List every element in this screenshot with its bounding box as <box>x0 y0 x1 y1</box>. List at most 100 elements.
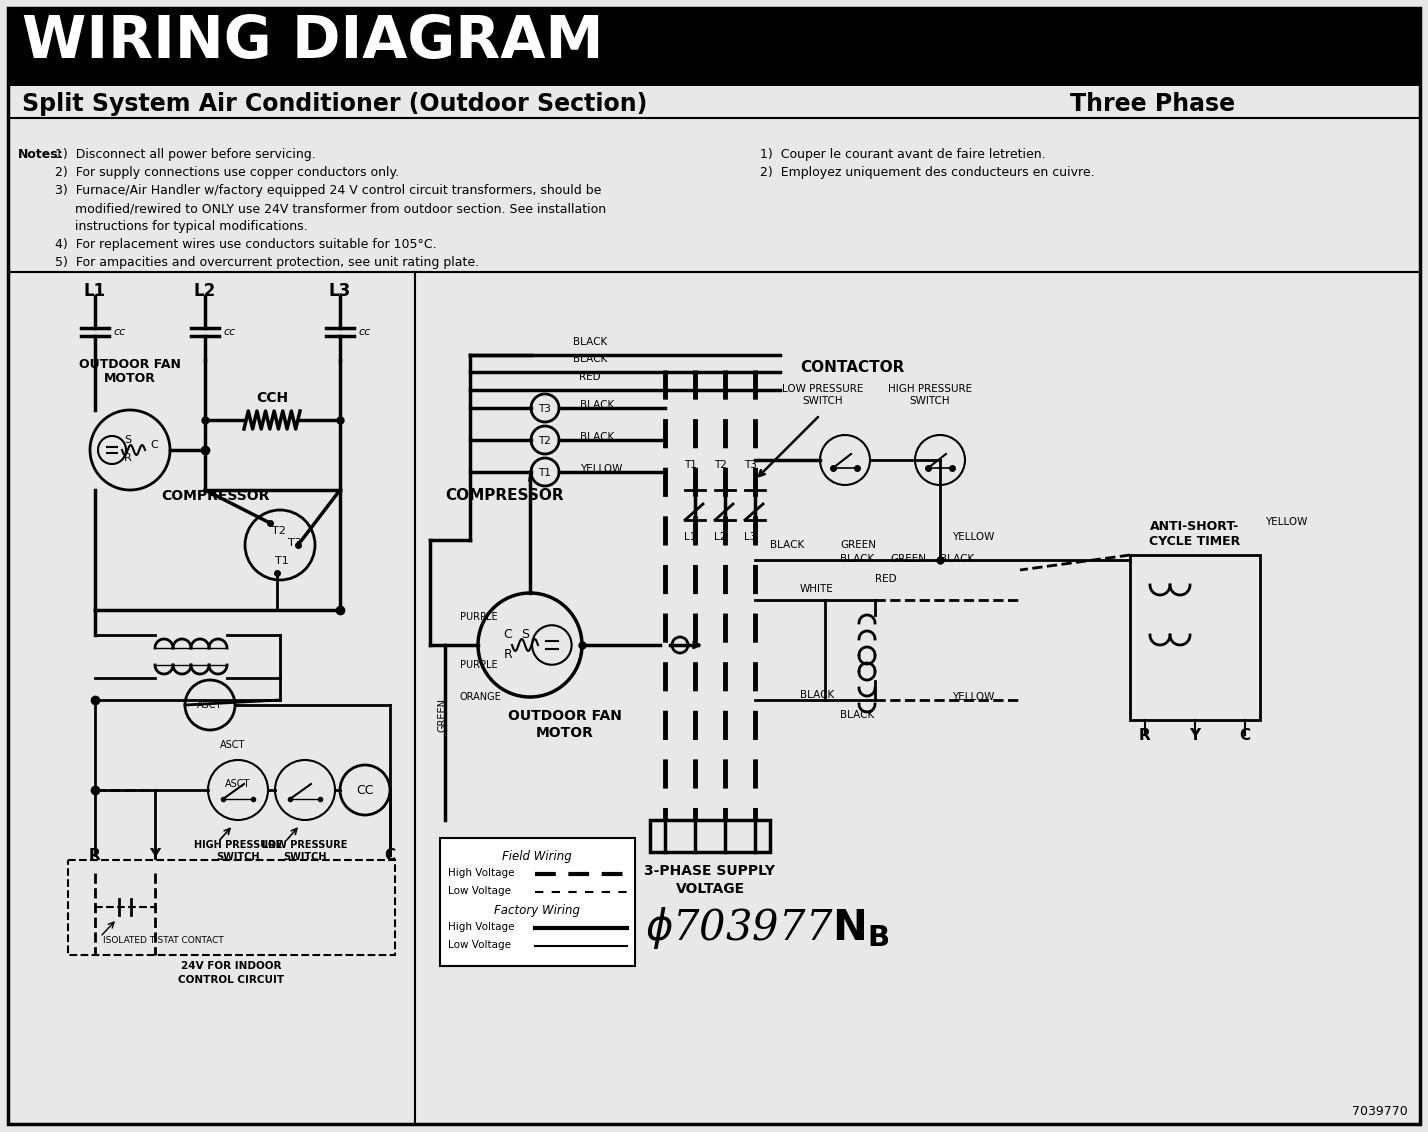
Text: BLACK: BLACK <box>800 691 834 700</box>
Text: ASCT: ASCT <box>197 700 223 710</box>
Text: L3: L3 <box>328 282 351 300</box>
Text: T1: T1 <box>684 460 697 470</box>
Text: LOW PRESSURE: LOW PRESSURE <box>263 840 347 850</box>
Text: Notes:: Notes: <box>19 148 64 161</box>
Text: CYCLE TIMER: CYCLE TIMER <box>1150 535 1241 548</box>
Text: GREEN: GREEN <box>438 698 448 732</box>
Text: T3: T3 <box>538 404 551 414</box>
Text: PURPLE: PURPLE <box>460 612 497 621</box>
Text: 1)  Couper le courant avant de faire letretien.: 1) Couper le courant avant de faire letr… <box>760 148 1045 161</box>
Text: YELLOW: YELLOW <box>580 464 623 474</box>
Text: BLACK: BLACK <box>840 554 874 564</box>
Text: S: S <box>521 628 528 642</box>
Text: L1: L1 <box>684 532 697 542</box>
Text: ASCT: ASCT <box>226 779 251 789</box>
Text: BLACK: BLACK <box>840 710 874 720</box>
Text: ANTI-SHORT-: ANTI-SHORT- <box>1151 520 1240 533</box>
Text: CCH: CCH <box>256 391 288 405</box>
Text: R: R <box>504 649 513 661</box>
Text: modified/rewired to ONLY use 24V transformer from outdoor section. See installat: modified/rewired to ONLY use 24V transfo… <box>56 201 605 215</box>
Text: 2)  For supply connections use copper conductors only.: 2) For supply connections use copper con… <box>56 166 398 179</box>
Text: 24V FOR INDOOR: 24V FOR INDOOR <box>181 961 281 971</box>
Text: L3: L3 <box>744 532 757 542</box>
Text: GREEN: GREEN <box>890 554 925 564</box>
Text: Field Wiring: Field Wiring <box>503 850 571 863</box>
Text: T3: T3 <box>744 460 757 470</box>
Text: MOTOR: MOTOR <box>104 372 156 385</box>
Text: LOW PRESSURE: LOW PRESSURE <box>783 384 864 394</box>
Bar <box>650 820 770 852</box>
Text: L2: L2 <box>194 282 216 300</box>
Text: Split System Air Conditioner (Outdoor Section): Split System Air Conditioner (Outdoor Se… <box>21 92 647 115</box>
Text: High Voltage: High Voltage <box>448 868 514 878</box>
Text: CC: CC <box>356 783 374 797</box>
Text: PURPLE: PURPLE <box>460 660 497 670</box>
Text: L2: L2 <box>714 532 727 542</box>
Text: 2)  Employez uniquement des conducteurs en cuivre.: 2) Employez uniquement des conducteurs e… <box>760 166 1095 179</box>
Text: 1)  Disconnect all power before servicing.: 1) Disconnect all power before servicing… <box>56 148 316 161</box>
Text: Low Voltage: Low Voltage <box>448 940 511 950</box>
Text: S: S <box>124 435 131 445</box>
Text: Factory Wiring: Factory Wiring <box>494 904 580 917</box>
Text: COMPRESSOR: COMPRESSOR <box>161 489 270 503</box>
Text: WHITE: WHITE <box>800 584 834 594</box>
Text: High Voltage: High Voltage <box>448 921 514 932</box>
Text: L1: L1 <box>84 282 106 300</box>
Text: SWITCH: SWITCH <box>216 852 260 861</box>
Text: CONTACTOR: CONTACTOR <box>800 360 904 375</box>
Text: BLACK: BLACK <box>573 337 607 348</box>
Bar <box>9 8 1419 86</box>
Text: C: C <box>1240 728 1251 743</box>
Text: $\phi$703977$\mathbf{N_B}$: $\phi$703977$\mathbf{N_B}$ <box>645 904 890 951</box>
Text: R: R <box>124 453 131 463</box>
Text: C: C <box>384 848 396 863</box>
Text: YELLOW: YELLOW <box>952 692 994 702</box>
Text: WIRING DIAGRAM: WIRING DIAGRAM <box>21 14 604 70</box>
Bar <box>1130 555 1259 720</box>
Text: BLACK: BLACK <box>573 354 607 365</box>
Text: COMPRESSOR: COMPRESSOR <box>446 488 564 503</box>
Text: instructions for typical modifications.: instructions for typical modifications. <box>56 220 307 233</box>
Text: SWITCH: SWITCH <box>910 396 950 406</box>
Text: R: R <box>89 848 101 863</box>
Text: HIGH PRESSURE: HIGH PRESSURE <box>194 840 283 850</box>
Text: T2: T2 <box>714 460 727 470</box>
Text: Y: Y <box>150 848 160 863</box>
Text: 5)  For ampacities and overcurrent protection, see unit rating plate.: 5) For ampacities and overcurrent protec… <box>56 256 480 269</box>
Text: ISOLATED T-STAT CONTACT: ISOLATED T-STAT CONTACT <box>103 936 224 945</box>
Text: SWITCH: SWITCH <box>283 852 327 861</box>
Text: SWITCH: SWITCH <box>803 396 844 406</box>
Text: 3-PHASE SUPPLY: 3-PHASE SUPPLY <box>644 864 775 878</box>
Text: BLACK: BLACK <box>580 400 614 410</box>
Text: BLACK: BLACK <box>770 540 804 550</box>
Text: HIGH PRESSURE: HIGH PRESSURE <box>888 384 972 394</box>
Text: C: C <box>504 628 513 642</box>
Text: RED: RED <box>580 372 601 381</box>
Text: 3)  Furnace/Air Handler w/factory equipped 24 V control circuit transformers, sh: 3) Furnace/Air Handler w/factory equippe… <box>56 185 601 197</box>
Bar <box>440 838 635 966</box>
Text: Low Voltage: Low Voltage <box>448 886 511 897</box>
Text: ORANGE: ORANGE <box>460 692 501 702</box>
Text: ASCT: ASCT <box>220 740 246 751</box>
Text: BLACK: BLACK <box>940 554 974 564</box>
Text: C: C <box>150 440 159 451</box>
Text: MOTOR: MOTOR <box>536 726 594 740</box>
Text: 7039770: 7039770 <box>1352 1105 1408 1118</box>
Text: GREEN: GREEN <box>840 540 875 550</box>
Text: OUTDOOR FAN: OUTDOOR FAN <box>79 358 181 371</box>
Bar <box>69 860 396 955</box>
Text: T3: T3 <box>288 538 301 548</box>
Text: CONTROL CIRCUIT: CONTROL CIRCUIT <box>178 975 284 985</box>
Text: YELLOW: YELLOW <box>1265 517 1308 528</box>
Text: YELLOW: YELLOW <box>952 532 994 542</box>
Text: 4)  For replacement wires use conductors suitable for 105°C.: 4) For replacement wires use conductors … <box>56 238 437 251</box>
Text: cc: cc <box>223 327 236 337</box>
Text: T1: T1 <box>538 468 551 478</box>
Text: T2: T2 <box>271 526 286 535</box>
Text: T2: T2 <box>538 436 551 446</box>
Text: RED: RED <box>875 574 897 584</box>
Text: Y: Y <box>1190 728 1201 743</box>
Text: OUTDOOR FAN: OUTDOOR FAN <box>508 709 623 723</box>
Text: R: R <box>1140 728 1151 743</box>
Text: BLACK: BLACK <box>580 432 614 441</box>
